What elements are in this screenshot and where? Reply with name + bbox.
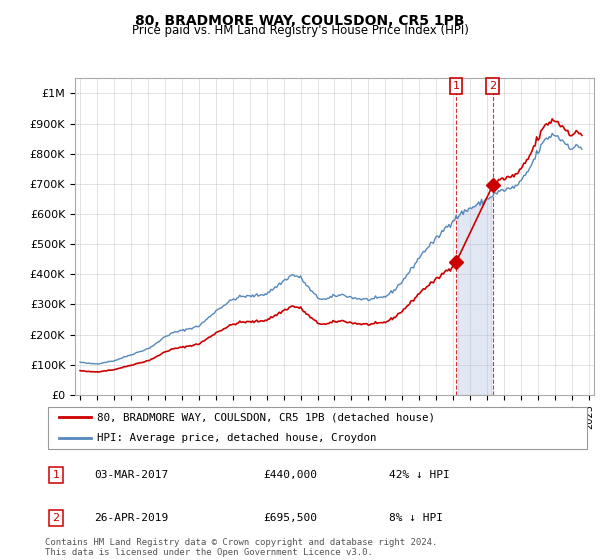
Text: 2: 2 [489, 81, 496, 91]
Text: 80, BRADMORE WAY, COULSDON, CR5 1PB: 80, BRADMORE WAY, COULSDON, CR5 1PB [135, 14, 465, 28]
Text: Contains HM Land Registry data © Crown copyright and database right 2024.
This d: Contains HM Land Registry data © Crown c… [45, 538, 437, 557]
FancyBboxPatch shape [48, 407, 587, 449]
Text: 8% ↓ HPI: 8% ↓ HPI [389, 513, 443, 523]
Text: 42% ↓ HPI: 42% ↓ HPI [389, 470, 450, 480]
Text: £440,000: £440,000 [263, 470, 317, 480]
Text: 03-MAR-2017: 03-MAR-2017 [94, 470, 169, 480]
Text: 80, BRADMORE WAY, COULSDON, CR5 1PB (detached house): 80, BRADMORE WAY, COULSDON, CR5 1PB (det… [97, 412, 435, 422]
Text: 1: 1 [452, 81, 460, 91]
Text: 26-APR-2019: 26-APR-2019 [94, 513, 169, 523]
Text: 2: 2 [52, 513, 59, 523]
Text: Price paid vs. HM Land Registry's House Price Index (HPI): Price paid vs. HM Land Registry's House … [131, 24, 469, 37]
Text: £695,500: £695,500 [263, 513, 317, 523]
Text: 1: 1 [52, 470, 59, 480]
Text: HPI: Average price, detached house, Croydon: HPI: Average price, detached house, Croy… [97, 433, 376, 444]
